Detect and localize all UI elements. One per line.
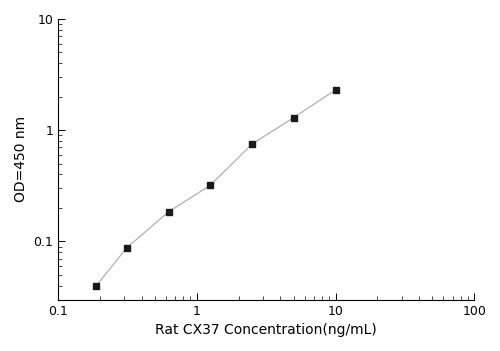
X-axis label: Rat CX37 Concentration(ng/mL): Rat CX37 Concentration(ng/mL) [156,323,377,337]
Y-axis label: OD=450 nm: OD=450 nm [14,116,28,203]
